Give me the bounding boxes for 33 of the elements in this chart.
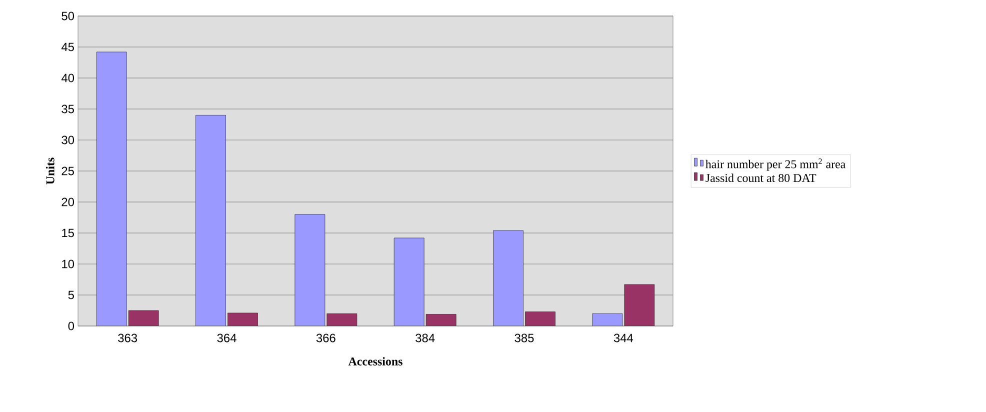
bar — [493, 230, 524, 326]
x-tick-label: 344 — [614, 334, 634, 342]
y-tick-label: 50 — [62, 12, 74, 20]
x-tick-label: 384 — [416, 334, 435, 342]
bar — [624, 284, 655, 326]
y-tick-label: 35 — [62, 104, 74, 114]
y-tick-label: 5 — [68, 290, 74, 300]
bar — [426, 314, 456, 326]
bar — [525, 312, 556, 326]
x-tick-label: 364 — [217, 334, 236, 342]
legend-label: hair number per 25 mm$^{2}$ area — [706, 158, 846, 171]
bar — [196, 115, 226, 326]
legend-label: Jassid count at 80 DAT — [706, 174, 816, 182]
y-tick-label: 25 — [62, 166, 74, 176]
bar — [326, 314, 357, 326]
y-tick-label: 15 — [62, 228, 74, 238]
bar — [294, 214, 326, 326]
x-axis-title: Accessions — [348, 357, 402, 366]
bar — [128, 310, 159, 326]
x-tick-label: 385 — [514, 334, 534, 342]
bar — [394, 238, 424, 326]
bar — [228, 312, 258, 326]
y-tick-label: 10 — [62, 260, 74, 268]
bar — [96, 52, 127, 326]
y-tick-label: 45 — [61, 42, 74, 52]
x-tick-label: 363 — [118, 334, 138, 342]
y-axis-title: Units — [46, 158, 54, 184]
bar — [592, 313, 623, 326]
y-tick-label: 40 — [61, 74, 74, 82]
y-tick-label: 30 — [62, 136, 74, 144]
y-tick-label: 0 — [68, 322, 74, 330]
y-tick-label: 20 — [62, 198, 74, 206]
x-tick-label: 366 — [316, 334, 336, 342]
